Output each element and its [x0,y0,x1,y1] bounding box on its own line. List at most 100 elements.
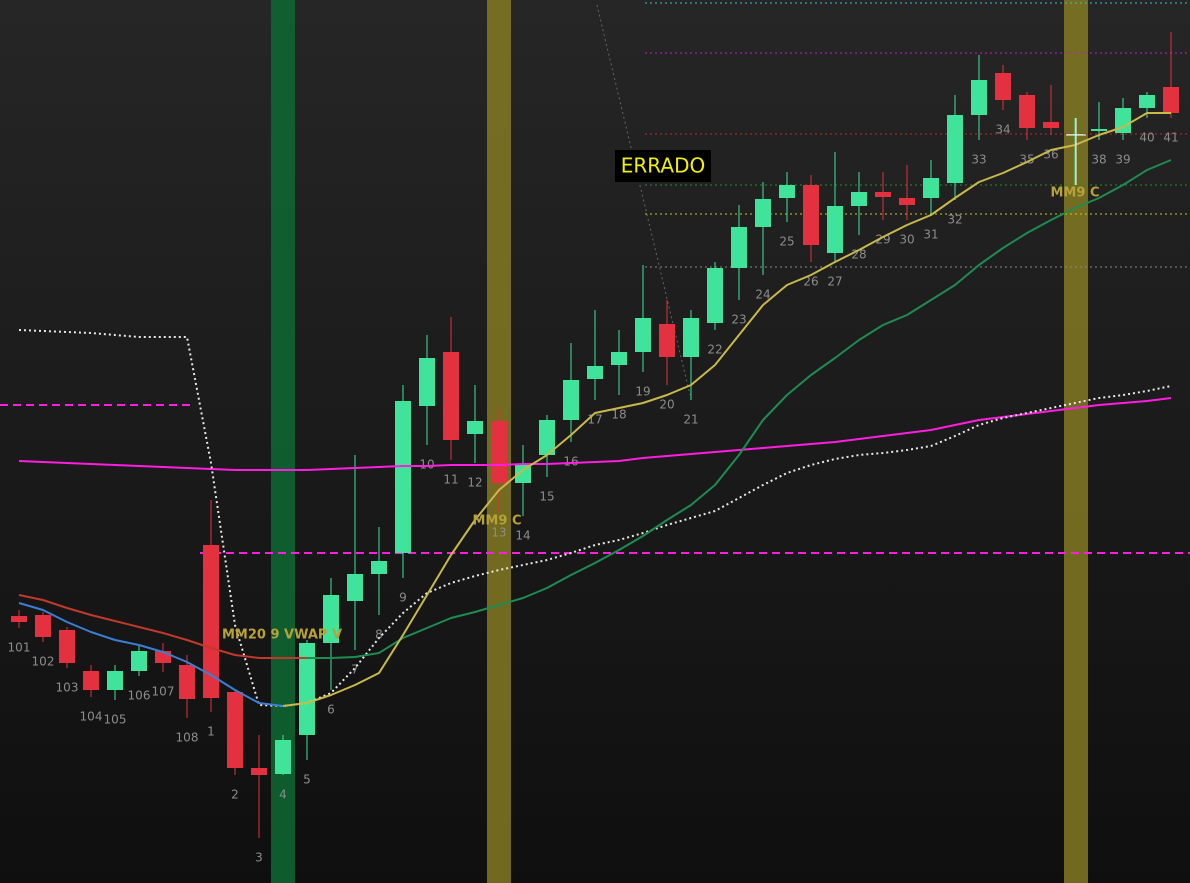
candle-label: 5 [303,773,311,787]
candle-body [59,630,75,663]
candle-label: 38 [1091,153,1106,167]
annotation: MM20 9 VWAP V [222,628,342,643]
annotation: MM9 C [1051,186,1100,201]
candle-body [467,421,483,434]
candle-body [131,651,147,671]
moving-average [18,602,284,707]
candle-label: 1 [207,725,215,739]
moving-average [18,397,1172,471]
candle-label: 102 [32,655,55,669]
candle-body [611,352,627,365]
candle-body [35,615,51,637]
candle-body [251,768,267,775]
candle-label: 13 [491,526,506,540]
candle-label: 6 [327,703,335,717]
candle-body [827,206,843,253]
candle-label: 7 [351,663,359,677]
candle-label: 25 [779,235,794,249]
candle-body [803,185,819,245]
candle-body [11,616,27,622]
candle-label: 32 [947,213,962,227]
candle-label: 20 [659,398,674,412]
candle-body [635,318,651,352]
candle-body [107,671,123,690]
candle-label: 24 [755,288,770,302]
candle-body [227,692,243,768]
candle-body [275,740,291,774]
candle-label: 105 [104,713,127,727]
candle-label: 17 [587,413,602,427]
candle-body [659,324,675,357]
candle-body [1115,108,1131,133]
candle-label: 15 [539,490,554,504]
candle-body [731,227,747,268]
candle-body [995,73,1011,100]
candle-body [203,545,219,698]
candle-body [539,420,555,455]
candle-body [491,421,507,483]
candle-label: 16 [563,455,578,469]
candle-label: 9 [399,591,407,605]
candle-body [923,178,939,198]
candle-body [1043,122,1059,128]
candle-body [683,318,699,357]
candle-body [347,574,363,601]
candle-label: 10 [419,458,434,472]
moving-average [18,594,331,659]
candle-body [947,115,963,183]
candle-label: 4 [279,788,287,802]
candle-body [875,192,891,197]
annotation-box [615,150,711,182]
candle-label: 34 [995,123,1010,137]
candle-label: 30 [899,233,914,247]
candle-label: 22 [707,343,722,357]
candle-label: 31 [923,228,938,242]
candle-label: 39 [1115,153,1130,167]
candle-label: 101 [8,641,31,655]
candle-label: 26 [803,275,818,289]
candle-body [83,671,99,690]
candle-body [851,192,867,206]
candle-label: 21 [683,413,698,427]
candle-label: 107 [152,685,175,699]
candle-label: 11 [443,473,458,487]
candle-body [707,268,723,323]
moving-average [307,159,1172,659]
annotation: MM9 C [473,514,522,529]
candle-body [755,199,771,227]
candle-label: 18 [611,408,626,422]
candle-body [515,465,531,483]
candle-label: 106 [128,689,151,703]
candle-body [1163,87,1179,113]
candle-body [563,380,579,420]
candle-label: 12 [467,476,482,490]
candle-label: 19 [635,385,650,399]
candle-body [443,352,459,440]
candle-label: 8 [375,628,383,642]
annotation: ERRADO [621,154,705,178]
candle-body [779,185,795,198]
candle-body [371,561,387,574]
candle-body [971,80,987,115]
candle-body [299,643,315,735]
candle-label: 104 [80,710,103,724]
candle-label: 108 [176,731,199,745]
candle-label: 33 [971,153,986,167]
candle-label: 23 [731,313,746,327]
candle-label: 103 [56,681,79,695]
candle-body [1019,95,1035,128]
candle-body [395,401,411,553]
candle-label: 3 [255,851,263,865]
candle-body [323,595,339,643]
candle-label: 27 [827,275,842,289]
candle-body [587,366,603,379]
candle-label: 40 [1139,131,1154,145]
candle-body [1139,95,1155,108]
candle-label: 14 [515,529,530,543]
candle-body [1091,129,1107,131]
candle-body [179,665,195,699]
